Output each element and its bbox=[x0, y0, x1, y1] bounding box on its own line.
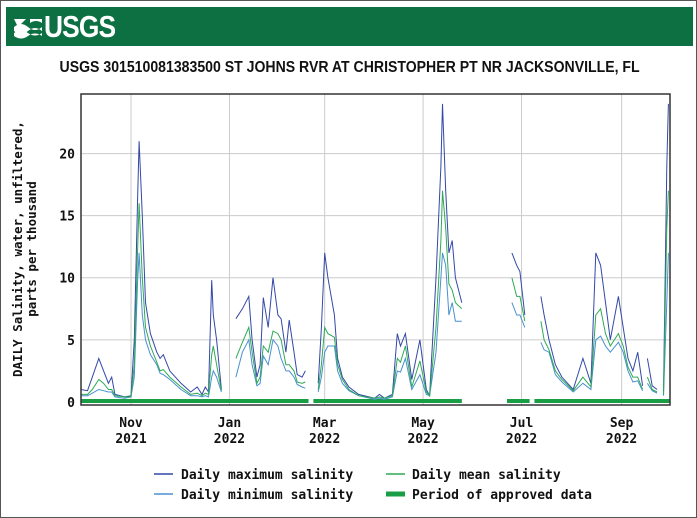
y-axis-label: DAILY Salinity, water, unfiltered, parts… bbox=[10, 121, 39, 377]
usgs-banner: USGS bbox=[6, 7, 693, 46]
approved-period-bar bbox=[507, 399, 530, 403]
y-tick-label: 0 bbox=[67, 396, 75, 411]
x-tick-year: 2022 bbox=[506, 432, 537, 447]
x-tick-year: 2021 bbox=[115, 432, 146, 447]
x-tick-month: Mar bbox=[313, 416, 337, 431]
legend-label-max: Daily maximum salinity bbox=[181, 468, 353, 483]
approved-period-bar bbox=[313, 399, 462, 403]
approved-period-bar bbox=[81, 399, 309, 403]
series-line-max bbox=[80, 103, 669, 399]
legend-label-approved: Period of approved data bbox=[412, 488, 592, 503]
legend-label-mean: Daily mean salinity bbox=[412, 468, 561, 483]
x-tick-month: Jan bbox=[218, 416, 241, 431]
x-tick-labels: Nov2021Jan2022Mar2022May2022Jul2022Sep20… bbox=[115, 416, 637, 447]
approved-data-bars bbox=[81, 399, 670, 403]
x-tick-month: Nov bbox=[119, 416, 143, 431]
x-tick-month: Jul bbox=[510, 416, 533, 431]
chart-title-text: USGS 301510081383500 ST JOHNS RVR AT CHR… bbox=[59, 59, 640, 76]
usgs-logo[interactable]: USGS bbox=[14, 9, 128, 44]
legend: Daily maximum salinity Daily minimum sal… bbox=[154, 468, 592, 503]
chart-title: USGS 301510081383500 ST JOHNS RVR AT CHR… bbox=[1, 59, 696, 77]
x-tick-year: 2022 bbox=[407, 432, 438, 447]
y-axis-label-line-2: parts per thousand bbox=[24, 181, 39, 316]
x-tick-year: 2022 bbox=[214, 432, 245, 447]
x-tick-year: 2022 bbox=[309, 432, 340, 447]
plot-frame bbox=[80, 93, 671, 406]
logo-text: USGS bbox=[44, 8, 116, 44]
y-tick-label: 10 bbox=[59, 272, 75, 287]
y-tick-label: 5 bbox=[67, 334, 75, 349]
legend-label-min: Daily minimum salinity bbox=[181, 488, 353, 503]
series-line-min bbox=[81, 252, 669, 400]
x-tick-month: May bbox=[411, 416, 435, 431]
y-axis-label-line-1: DAILY Salinity, water, unfiltered, bbox=[10, 121, 25, 377]
usgs-wave-icon bbox=[14, 14, 42, 39]
y-tick-label: 15 bbox=[59, 210, 75, 225]
y-tick-label: 20 bbox=[59, 148, 75, 163]
series-lines bbox=[80, 103, 669, 400]
grid bbox=[81, 94, 670, 405]
series-line-mean bbox=[81, 190, 669, 399]
x-tick-year: 2022 bbox=[606, 432, 637, 447]
x-tick-month: Sep bbox=[610, 416, 634, 431]
y-tick-labels: 0 5 10 15 20 bbox=[59, 148, 75, 411]
approved-period-bar bbox=[534, 399, 670, 403]
